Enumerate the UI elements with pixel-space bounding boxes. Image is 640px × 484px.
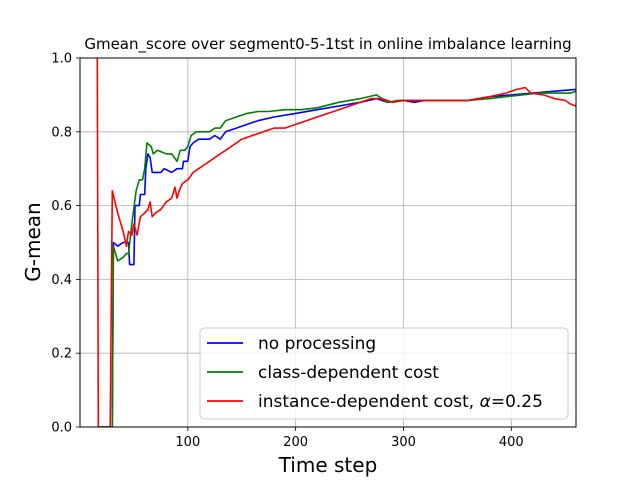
series-line-0 bbox=[99, 88, 576, 427]
y-ticks: 0.0 0.2 0.4 0.6 0.8 1.0 bbox=[51, 52, 80, 436]
legend: no processing class-dependent cost instanc… bbox=[199, 327, 569, 420]
y-tick-label: 0.4 bbox=[51, 273, 72, 288]
y-tick-label: 0.6 bbox=[51, 199, 72, 214]
y-tick-label: 0.2 bbox=[51, 347, 72, 362]
chart-title: Gmean_score over segment0-5-1tst in onli… bbox=[84, 35, 571, 54]
legend-label-1: class-dependent cost bbox=[258, 363, 439, 383]
x-tick-label: 300 bbox=[391, 435, 416, 450]
x-axis-label: Time step bbox=[278, 453, 378, 477]
y-tick-label: 1.0 bbox=[51, 52, 72, 67]
x-tick-label: 100 bbox=[175, 435, 200, 450]
legend-label-0: no processing bbox=[258, 334, 376, 354]
legend-label-2: instance-dependent cost, α=0.25 bbox=[258, 392, 543, 412]
legend-items: no processing class-dependent cost instanc… bbox=[207, 334, 543, 412]
legend-box bbox=[199, 327, 569, 420]
legend-label-math: α bbox=[480, 392, 491, 412]
legend-label-text: class-dependent cost bbox=[258, 363, 439, 383]
y-tick-label: 0.0 bbox=[51, 421, 72, 436]
plot-frame bbox=[79, 57, 577, 428]
y-axis-label: G-mean bbox=[21, 202, 45, 281]
series-line-2 bbox=[96, 58, 576, 427]
x-tick-label: 200 bbox=[283, 435, 308, 450]
plot-lines bbox=[96, 58, 576, 427]
x-ticks: 100 200 300 400 bbox=[175, 427, 524, 450]
legend-label-text: instance-dependent cost, bbox=[258, 392, 480, 412]
legend-label-suffix: =0.25 bbox=[491, 392, 543, 412]
legend-label-text: no processing bbox=[258, 334, 376, 354]
x-tick-label: 400 bbox=[499, 435, 524, 450]
y-tick-label: 0.8 bbox=[51, 125, 72, 140]
